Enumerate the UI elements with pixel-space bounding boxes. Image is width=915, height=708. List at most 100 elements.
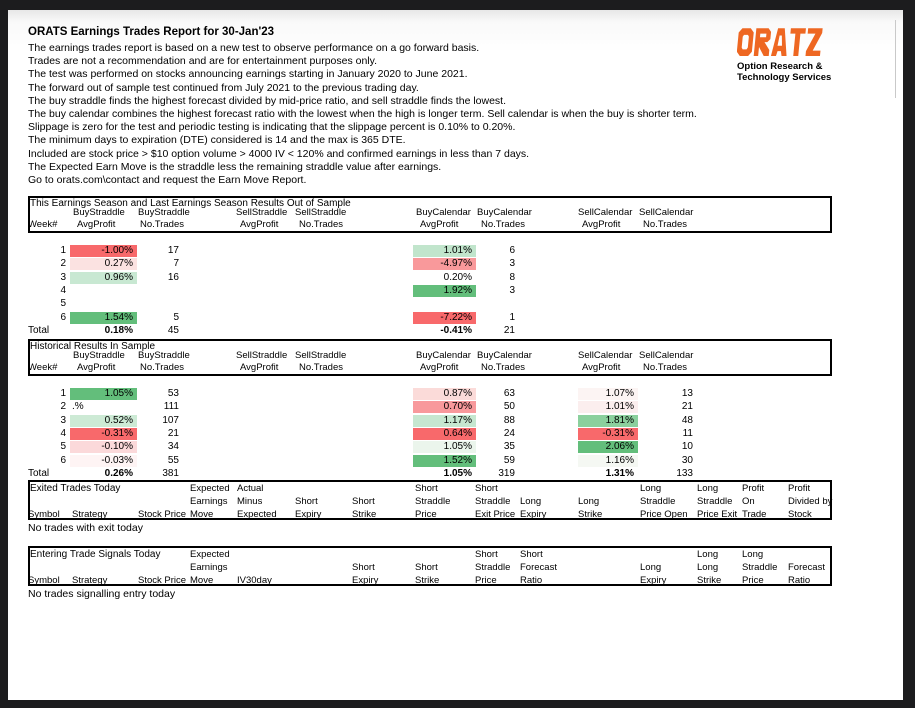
entering-column-header: Price xyxy=(475,575,497,586)
in_sample-trades-cell: 48 xyxy=(681,414,693,426)
entering-column-header: Strike xyxy=(697,575,722,586)
intro-line: The Expected Earn Move is the straddle l… xyxy=(28,160,442,173)
exited-column-header: Earnings xyxy=(190,496,228,507)
in_sample-trades-cell: 10 xyxy=(681,441,693,453)
out_of_sample-trades-cell: 3 xyxy=(509,258,515,270)
in_sample-trades-cell: 30 xyxy=(681,454,693,466)
out_of_sample-avg-profit-cell: 1.01% xyxy=(413,245,476,257)
entering-column-header: Long xyxy=(742,549,764,560)
in_sample-sub-header: AvgProfit xyxy=(582,362,621,373)
entering-column-header: Strategy xyxy=(72,575,108,586)
in_sample-avg-profit-cell: 2.06% xyxy=(578,441,638,454)
exited-column-header: Strike xyxy=(578,509,603,520)
in_sample-trades-cell: 107 xyxy=(162,414,179,426)
exited-column-header: Price Exit xyxy=(697,509,738,520)
exited-column-header: Exit Price xyxy=(475,509,516,520)
orats-logo-icon xyxy=(736,28,823,56)
in_sample-group-header: SellCalendar xyxy=(578,350,633,361)
out_of_sample-avg-profit-cell: -1.00% xyxy=(70,245,137,257)
exited-column-header: Straddle xyxy=(475,496,511,507)
in_sample-avg-profit-cell: 1.31% xyxy=(605,467,634,479)
exited-column-header: Price xyxy=(415,509,437,520)
in_sample-sub-header: AvgProfit xyxy=(420,362,459,373)
out_of_sample-sub-header: Week# xyxy=(28,219,58,230)
in_sample-trades-cell: 13 xyxy=(681,388,693,399)
entering-column-header: Long xyxy=(640,562,662,573)
in_sample-week-cell: 2 xyxy=(60,401,66,413)
out_of_sample-sub-header: No.Trades xyxy=(643,219,687,230)
intro-line: The forward out of sample test continued… xyxy=(28,81,419,94)
out_of_sample-group-header: SellStraddle xyxy=(295,207,347,218)
in_sample-avg-profit-cell: -0.31% xyxy=(578,427,638,440)
in_sample-trades-cell: 53 xyxy=(167,388,179,399)
in_sample-avg-profit-cell: 1.81% xyxy=(578,414,638,427)
in_sample-group-header: SellCalendar xyxy=(639,350,694,361)
exited-column-header: Stock Price xyxy=(138,509,187,520)
exited-column-header: Expiry xyxy=(295,509,322,520)
exited-column-header: Short xyxy=(352,496,375,507)
entering-column-header: Stock Price xyxy=(138,575,187,586)
exited-column-header: Long xyxy=(697,483,719,494)
in_sample-sub-header: Week# xyxy=(28,362,58,373)
entering-column-header: Price xyxy=(742,575,764,586)
out_of_sample-week-cell: 1 xyxy=(60,245,66,256)
intro-line: Trades are not a recommendation and are … xyxy=(28,55,378,68)
out_of_sample-avg-profit-cell: 0.27% xyxy=(70,258,137,271)
out_of_sample-trades-cell: 5 xyxy=(173,311,179,323)
entering-column-header: Strike xyxy=(415,575,440,586)
entering-empty-message: No trades signalling entry today xyxy=(28,588,176,600)
out_of_sample-avg-profit-cell: 0.20% xyxy=(443,271,472,283)
exited-column-header: Strike xyxy=(352,509,377,520)
exited-column-header: Price Open xyxy=(640,509,688,520)
in_sample-avg-profit-cell: 1.05% xyxy=(70,388,137,400)
in_sample-avg-profit-cell: -0.31% xyxy=(70,427,137,440)
in-sample-header-box xyxy=(28,339,832,376)
in_sample-trades-cell: 21 xyxy=(167,427,179,439)
out_of_sample-trades-cell: 3 xyxy=(509,284,515,296)
out_of_sample-group-header: BuyCalendar xyxy=(477,207,532,218)
entering-column-header: Forecast xyxy=(788,562,825,573)
exited-empty-message: No trades with exit today xyxy=(28,522,143,534)
in_sample-trades-cell: 59 xyxy=(503,454,515,466)
exited-column-header: Expected xyxy=(190,483,230,494)
exited-column-header: Long xyxy=(640,483,662,494)
in_sample-avg-profit-cell: -0.03% xyxy=(70,454,137,467)
out_of_sample-group-header: SellCalendar xyxy=(639,207,694,218)
intro-line: The minimum days to expiration (DTE) con… xyxy=(28,134,406,147)
report-title: ORATS Earnings Trades Report for 30-Jan'… xyxy=(28,26,275,38)
intro-line: The earnings trades report is based on a… xyxy=(28,42,480,54)
exited-column-header: Long xyxy=(520,496,542,507)
out_of_sample-week-cell: 4 xyxy=(60,284,66,296)
in_sample-trades-cell: 34 xyxy=(167,441,179,453)
entering-column-header: Expiry xyxy=(352,575,379,586)
in_sample-avg-profit-cell: 0.26% xyxy=(104,467,133,479)
entering-column-header: Move xyxy=(190,575,214,586)
entering-column-header: Earnings xyxy=(190,562,228,573)
tagline-line1: Option Research & xyxy=(737,61,823,72)
out_of_sample-week-cell: 2 xyxy=(60,258,66,270)
exited-column-header: Stock xyxy=(788,509,812,520)
in_sample-avg-profit-cell: 1.16% xyxy=(578,454,638,467)
in_sample-group-header: BuyStraddle xyxy=(138,350,190,361)
in_sample-trades-cell: 11 xyxy=(682,427,693,439)
entering-trades-title: Entering Trade Signals Today xyxy=(30,549,161,560)
in_sample-trades-cell: 55 xyxy=(167,454,179,466)
in_sample-group-header: BuyStraddle xyxy=(73,350,125,361)
out_of_sample-group-header: SellCalendar xyxy=(578,207,633,218)
in_sample-week-cell: 1 xyxy=(60,388,66,399)
in_sample-trades-cell: 88 xyxy=(503,414,515,426)
out_of_sample-week-cell: Total xyxy=(28,324,50,336)
out_of_sample-group-header: BuyCalendar xyxy=(416,207,471,218)
out_of_sample-trades-cell: 17 xyxy=(167,245,179,256)
in_sample-sub-header: No.Trades xyxy=(299,362,343,373)
out_of_sample-avg-profit-cell: 0.18% xyxy=(104,324,133,336)
exited-column-header: Straddle xyxy=(640,496,676,507)
out_of_sample-sub-header: AvgProfit xyxy=(420,219,459,230)
out_of_sample-avg-profit-cell: -4.97% xyxy=(413,258,476,271)
exited-trades-header-box xyxy=(28,480,832,520)
in_sample-sub-header: No.Trades xyxy=(643,362,687,373)
out_of_sample-week-cell: 6 xyxy=(60,311,66,323)
entering-column-header: Straddle xyxy=(475,562,511,573)
out_of_sample-sub-header: No.Trades xyxy=(299,219,343,230)
